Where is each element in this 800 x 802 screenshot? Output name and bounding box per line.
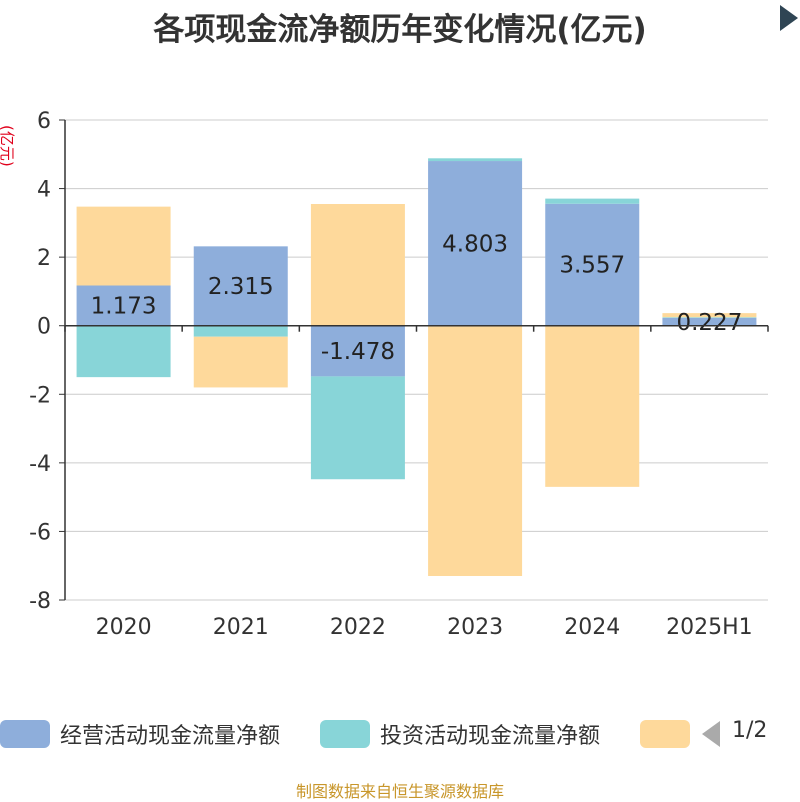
legend-item-operating[interactable]: 经营活动现金流量净额 [0,716,280,752]
bar-series0-2023 [428,161,523,326]
bar-series0-2021 [193,246,288,326]
legend-pager: 1/2 [700,716,800,752]
bar-series1-2020 [76,325,171,378]
legend-prev-icon[interactable] [702,721,720,747]
bar-series1-2023 [428,158,523,162]
x-tick-label: 2022 [330,615,386,640]
data-label-2020: 1.173 [91,294,157,320]
y-tick-label: -8 [29,589,51,614]
bar-series0-2022 [310,325,405,377]
bar-series0-2024 [545,203,640,326]
bar-series1-2025H1 [662,317,757,318]
y-axis-title: (亿元) [0,125,16,167]
legend-swatch-investing [320,720,370,748]
data-label-2023: 4.803 [442,231,508,257]
y-tick-label: -4 [29,452,51,477]
y-tick-label: -2 [29,383,51,408]
legend-label-investing: 投资活动现金流量净额 [380,724,601,749]
bar-series1-2024 [545,198,640,204]
y-tick-label: 0 [37,315,51,340]
data-label-2021: 2.315 [208,274,274,300]
legend-page-indicator: 1/2 [732,718,768,743]
chart-legend: 经营活动现金流量净额 投资活动现金流量净额 [0,716,800,752]
bar-series2-2020 [76,206,171,286]
data-label-2022: -1.478 [321,339,395,365]
legend-next-icon[interactable] [780,5,798,31]
bar-series2-2025H1 [662,313,757,318]
chart-title: 各项现金流净额历年变化情况(亿元) [153,12,647,48]
bar-series0-2025H1 [662,317,757,326]
bar-series2-2024 [545,325,640,487]
legend-item-financing[interactable] [640,716,700,752]
bar-series0-2020 [76,285,171,326]
data-source-note: 制图数据来自恒生聚源数据库 [295,782,504,801]
x-tick-label: 2021 [213,615,269,640]
y-tick-label: 6 [37,109,51,134]
x-tick-label: 2023 [447,615,503,640]
x-tick-label: 2020 [96,615,152,640]
y-tick-label: 4 [37,178,51,203]
bar-series2-2023 [428,325,523,576]
data-label-2025H1: 0.227 [676,310,742,336]
bar-series2-2021 [193,336,288,388]
bar-series1-2022 [310,376,405,480]
y-tick-label: 2 [37,246,51,271]
legend-item-investing[interactable]: 投资活动现金流量净额 [320,716,600,752]
legend-label-operating: 经营活动现金流量净额 [60,724,281,749]
cash-flow-chart: -8 -6 -4 -2 0 2 4 6 (亿元) 1.173 2.315 -1.478 4.803 3.5… [0,109,769,640]
x-tick-label: 2025H1 [666,615,753,640]
bar-series2-2022 [310,204,405,326]
x-tick-label: 2024 [564,615,620,640]
bar-series1-2021 [193,325,288,337]
legend-swatch-operating [0,720,50,748]
legend-swatch-financing [640,720,690,748]
data-label-2024: 3.557 [559,253,625,279]
y-tick-label: -6 [29,520,51,545]
